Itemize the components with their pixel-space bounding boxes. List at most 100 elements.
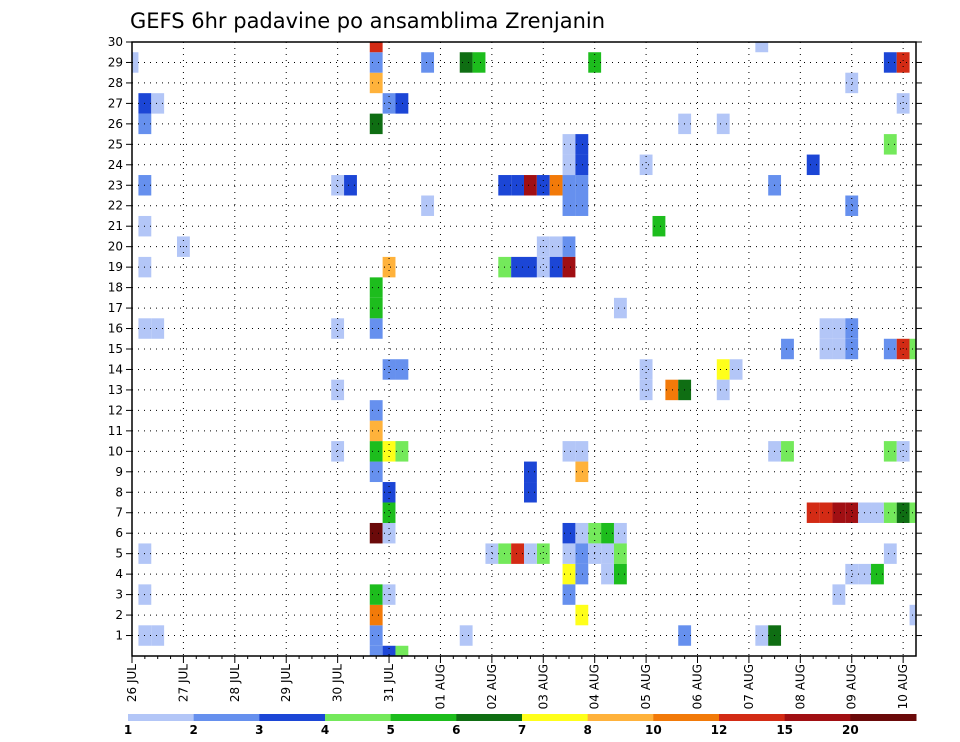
heatmap-cell bbox=[896, 52, 910, 73]
heatmap-cell bbox=[382, 441, 396, 462]
y-tick-label: 21 bbox=[108, 219, 123, 233]
heatmap-cell bbox=[421, 52, 435, 73]
heatmap-cell bbox=[871, 502, 884, 523]
y-tick-label: 4 bbox=[115, 567, 123, 581]
heatmap-cell bbox=[524, 461, 537, 483]
heatmap-cell bbox=[331, 175, 345, 196]
heatmap-cell bbox=[395, 441, 409, 462]
heatmap-cell bbox=[832, 502, 846, 523]
y-tick-label: 5 bbox=[115, 547, 123, 561]
heatmap-cell bbox=[639, 154, 653, 176]
heatmap-cell bbox=[472, 52, 486, 73]
heatmap-cell bbox=[639, 379, 653, 401]
heatmap-cell bbox=[421, 195, 435, 216]
heatmap-cell bbox=[369, 42, 383, 53]
heatmap-cell bbox=[845, 195, 859, 216]
heatmap-cell bbox=[819, 318, 833, 339]
heatmap-cell bbox=[524, 175, 537, 196]
y-tick-label: 19 bbox=[108, 260, 123, 274]
heatmap-cell bbox=[369, 113, 383, 135]
y-tick-label: 20 bbox=[108, 240, 123, 254]
heatmap-cell bbox=[883, 52, 897, 73]
heatmap-cell bbox=[575, 134, 589, 155]
heatmap-cell bbox=[511, 543, 524, 564]
heatmap-cell bbox=[562, 543, 576, 564]
heatmap-cell bbox=[459, 625, 473, 646]
heatmap-cell bbox=[716, 379, 730, 401]
heatmap-cell bbox=[575, 195, 589, 216]
heatmap-cell bbox=[883, 502, 897, 523]
heatmap-cell bbox=[369, 420, 383, 442]
colorbar-swatch bbox=[784, 714, 851, 721]
y-tick-label: 30 bbox=[108, 35, 123, 49]
y-tick-label: 6 bbox=[115, 526, 123, 540]
colorbar-label: 12 bbox=[711, 723, 728, 737]
y-tick-label: 1 bbox=[115, 629, 123, 643]
heatmap-cell bbox=[536, 175, 550, 196]
x-tick-label: 09 AUG bbox=[845, 664, 859, 709]
colorbar-label: 1 bbox=[124, 723, 132, 737]
y-tick-label: 23 bbox=[108, 178, 123, 192]
heatmap-cell bbox=[575, 441, 589, 462]
colorbar-swatch bbox=[390, 714, 457, 721]
heatmap-cell bbox=[845, 338, 859, 360]
heatmap-cell bbox=[511, 256, 524, 278]
heatmap-cell bbox=[575, 461, 589, 483]
heatmap-cell bbox=[331, 441, 345, 462]
heatmap-cell bbox=[806, 502, 820, 523]
y-tick-label: 29 bbox=[108, 55, 123, 69]
heatmap-cell bbox=[536, 256, 550, 278]
colorbar-label: 10 bbox=[645, 723, 662, 737]
heatmap-cell bbox=[883, 543, 897, 564]
heatmap-cell bbox=[755, 42, 769, 53]
x-tick-label: 29 JUL bbox=[279, 664, 293, 702]
x-tick-label: 06 AUG bbox=[691, 664, 705, 709]
heatmap-cell bbox=[485, 543, 499, 564]
heatmap-cell bbox=[575, 154, 589, 176]
y-tick-label: 18 bbox=[108, 281, 123, 295]
colorbar-swatch bbox=[719, 714, 786, 721]
heatmap-cell bbox=[883, 134, 897, 155]
heatmap-cell bbox=[613, 543, 627, 564]
heatmap-cell bbox=[151, 318, 165, 339]
heatmap-cell bbox=[395, 359, 409, 380]
heatmap-cell bbox=[549, 175, 563, 196]
grid-layer bbox=[132, 42, 916, 656]
heatmap-cell bbox=[511, 175, 524, 196]
heatmap-cell bbox=[395, 645, 409, 656]
heatmap-cell bbox=[601, 563, 614, 585]
heatmap-cell bbox=[716, 113, 730, 135]
heatmap-cell bbox=[524, 482, 537, 503]
heatmap-cell bbox=[369, 318, 383, 339]
heatmap-cell bbox=[536, 543, 550, 564]
heatmap-cell bbox=[601, 522, 614, 544]
heatmap-cell bbox=[369, 584, 383, 605]
y-tick-label: 7 bbox=[115, 506, 123, 520]
x-tick-label: 04 AUG bbox=[588, 664, 602, 709]
colorbar-swatch bbox=[456, 714, 523, 721]
heatmap-cell bbox=[806, 154, 820, 176]
x-tick-label: 27 JUL bbox=[176, 664, 190, 702]
heatmap-cell bbox=[395, 93, 409, 114]
colorbar-label: 20 bbox=[842, 723, 859, 737]
heatmap-cell bbox=[613, 297, 627, 319]
heatmap-cell bbox=[729, 359, 743, 380]
y-tick-label: 11 bbox=[108, 424, 123, 438]
heatmap-cell bbox=[369, 522, 383, 544]
chart-title: GEFS 6hr padavine po ansamblima Zrenjani… bbox=[130, 9, 605, 33]
heatmap-cell bbox=[832, 338, 846, 360]
colorbar-label: 2 bbox=[189, 723, 197, 737]
heatmap-cell bbox=[896, 502, 910, 523]
heatmap-cell bbox=[562, 522, 576, 544]
x-tick-label: 02 AUG bbox=[485, 664, 499, 709]
heatmap-cell bbox=[883, 338, 897, 360]
heatmap-cell bbox=[613, 563, 627, 585]
heatmap-cell bbox=[639, 359, 653, 380]
y-tick-label: 12 bbox=[108, 403, 123, 417]
heatmap-cell bbox=[755, 625, 769, 646]
heatmap-cell bbox=[151, 625, 165, 646]
heatmap-cell bbox=[562, 441, 576, 462]
y-tick-label: 13 bbox=[108, 383, 123, 397]
y-tick-label: 27 bbox=[108, 96, 123, 110]
colorbar-swatch bbox=[522, 714, 589, 721]
